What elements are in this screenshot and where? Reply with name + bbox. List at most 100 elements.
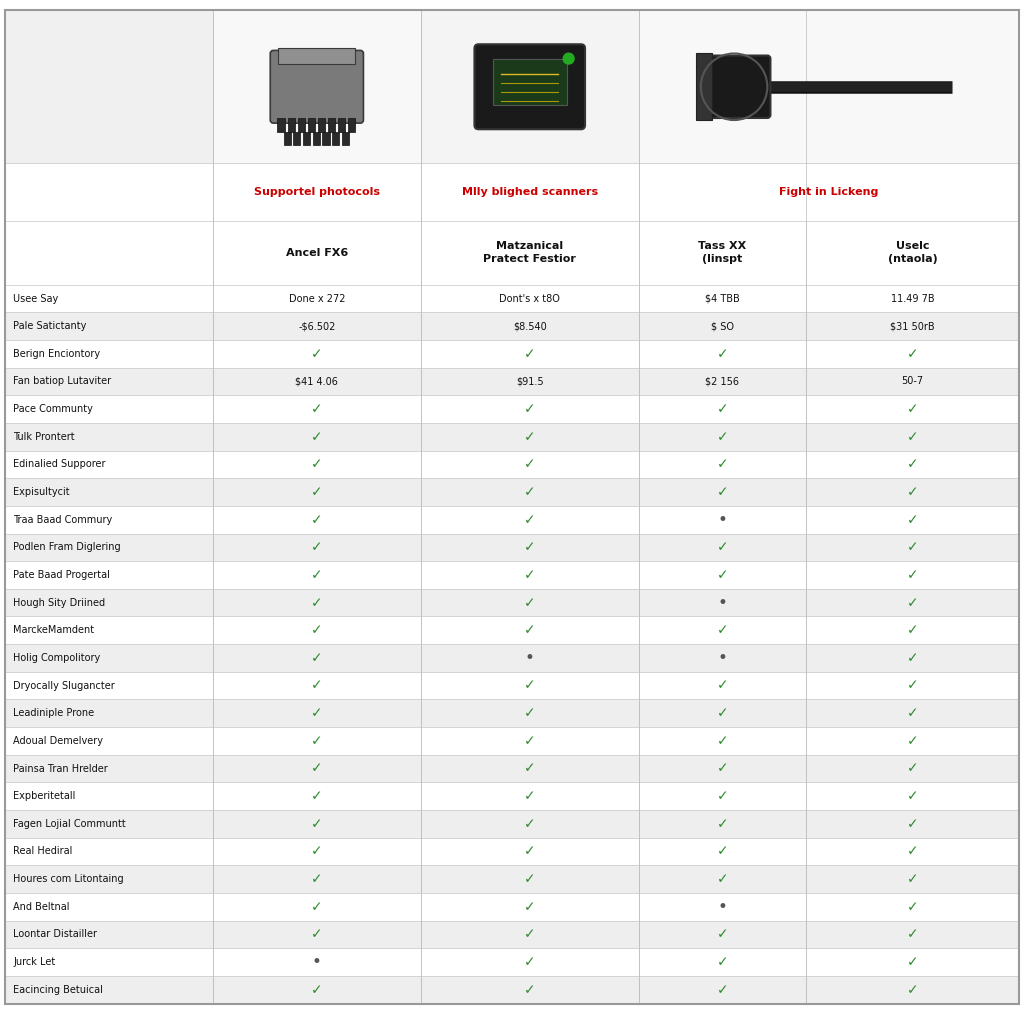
Bar xyxy=(213,782,421,810)
Circle shape xyxy=(562,52,574,65)
Bar xyxy=(806,921,1019,948)
Text: Jurck Let: Jurck Let xyxy=(13,957,55,967)
Bar xyxy=(806,506,1019,534)
Text: MarckeMamdent: MarckeMamdent xyxy=(13,626,94,635)
Bar xyxy=(639,976,806,1004)
Bar xyxy=(213,616,421,644)
Bar xyxy=(806,395,1019,423)
Bar xyxy=(213,10,421,163)
Bar xyxy=(421,220,639,285)
Text: -$6.502: -$6.502 xyxy=(298,322,336,331)
Text: $4 TBB: $4 TBB xyxy=(705,294,739,303)
Bar xyxy=(213,976,421,1004)
Text: ✓: ✓ xyxy=(906,624,919,637)
Text: Podlen Fram Diglering: Podlen Fram Diglering xyxy=(13,543,121,552)
Text: Expberitetall: Expberitetall xyxy=(13,792,76,801)
Text: Traa Baad Commury: Traa Baad Commury xyxy=(13,515,113,524)
Text: ✓: ✓ xyxy=(311,900,323,913)
Text: ✓: ✓ xyxy=(524,928,536,941)
Bar xyxy=(421,727,639,755)
Text: ✓: ✓ xyxy=(906,596,919,609)
Bar xyxy=(5,312,213,340)
Text: ✓: ✓ xyxy=(524,900,536,913)
Bar xyxy=(421,534,639,561)
Bar xyxy=(332,132,339,144)
Bar xyxy=(806,893,1019,921)
Bar xyxy=(312,132,319,144)
Bar xyxy=(639,423,806,451)
Bar xyxy=(639,672,806,699)
Text: $8.540: $8.540 xyxy=(513,322,547,331)
Bar xyxy=(5,340,213,368)
Text: ✓: ✓ xyxy=(906,430,919,443)
Bar xyxy=(421,423,639,451)
Bar xyxy=(213,506,421,534)
Text: •: • xyxy=(312,953,322,971)
Text: 50-7: 50-7 xyxy=(901,377,924,386)
Bar xyxy=(213,285,421,312)
Text: ✓: ✓ xyxy=(524,734,536,748)
Text: ✓: ✓ xyxy=(717,734,728,748)
Text: ✓: ✓ xyxy=(524,458,536,471)
Bar xyxy=(284,132,291,144)
Text: ✓: ✓ xyxy=(311,845,323,858)
Text: ✓: ✓ xyxy=(524,955,536,969)
Bar xyxy=(639,838,806,865)
Bar xyxy=(213,755,421,782)
Text: Tulk Prontert: Tulk Prontert xyxy=(13,432,75,441)
Bar xyxy=(5,451,213,478)
Text: •: • xyxy=(718,511,727,528)
Text: ✓: ✓ xyxy=(717,430,728,443)
Bar xyxy=(806,285,1019,312)
Bar xyxy=(421,893,639,921)
Text: •: • xyxy=(718,594,727,611)
Bar xyxy=(639,644,806,672)
Bar xyxy=(806,368,1019,395)
Text: ✓: ✓ xyxy=(906,402,919,416)
Text: ✓: ✓ xyxy=(717,402,728,416)
Bar xyxy=(323,132,330,144)
Bar xyxy=(213,810,421,838)
Text: ✓: ✓ xyxy=(311,402,323,416)
Text: ✓: ✓ xyxy=(311,762,323,775)
Bar xyxy=(421,921,639,948)
Bar xyxy=(639,220,806,285)
Bar xyxy=(806,616,1019,644)
Bar xyxy=(639,10,1019,163)
Bar xyxy=(421,561,639,589)
Text: And Beltnal: And Beltnal xyxy=(13,902,70,911)
Bar xyxy=(639,921,806,948)
Text: $41 4.06: $41 4.06 xyxy=(295,377,338,386)
Bar xyxy=(639,368,806,395)
Bar xyxy=(421,451,639,478)
Bar xyxy=(5,534,213,561)
Bar xyxy=(639,699,806,727)
Bar xyxy=(5,948,213,976)
Bar xyxy=(421,589,639,616)
Text: ✓: ✓ xyxy=(311,624,323,637)
Bar xyxy=(806,755,1019,782)
Bar xyxy=(5,865,213,893)
Bar xyxy=(5,976,213,1004)
Bar xyxy=(5,423,213,451)
Bar xyxy=(213,727,421,755)
Bar xyxy=(298,118,305,132)
Bar xyxy=(639,285,806,312)
Text: $2 156: $2 156 xyxy=(706,377,739,386)
Bar xyxy=(806,561,1019,589)
Bar xyxy=(5,561,213,589)
Bar xyxy=(421,285,639,312)
Bar xyxy=(806,699,1019,727)
Bar xyxy=(639,616,806,644)
Bar xyxy=(806,478,1019,506)
Bar xyxy=(806,451,1019,478)
Bar xyxy=(213,220,421,285)
Text: Edinalied Supporer: Edinalied Supporer xyxy=(13,460,105,469)
Text: Supportel photocols: Supportel photocols xyxy=(254,187,380,197)
Text: ✓: ✓ xyxy=(524,541,536,554)
Text: ✓: ✓ xyxy=(311,485,323,499)
FancyBboxPatch shape xyxy=(270,50,364,123)
Bar xyxy=(421,672,639,699)
Bar xyxy=(639,561,806,589)
Bar xyxy=(213,921,421,948)
